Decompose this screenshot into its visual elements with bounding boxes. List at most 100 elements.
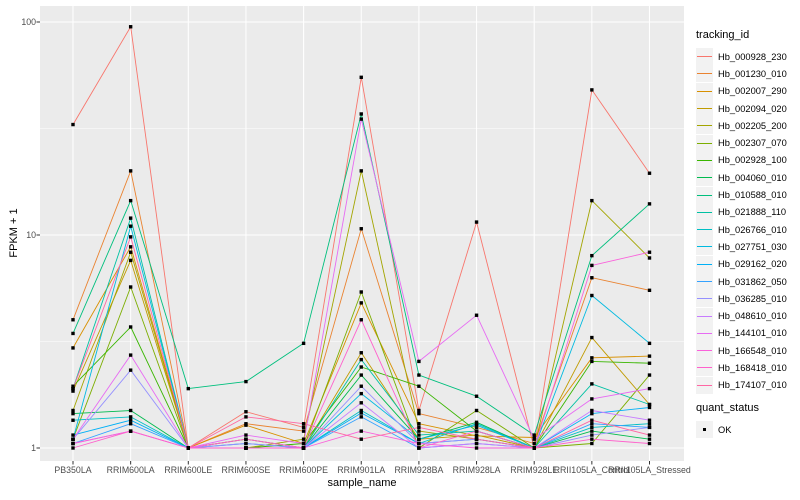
data-point-marker [590, 88, 594, 92]
data-point-marker [244, 415, 248, 419]
data-point-marker [474, 437, 479, 441]
data-point-marker [590, 433, 594, 437]
legend-key-line-icon [696, 134, 713, 152]
legend-item: Hb_144101_010 [696, 324, 800, 342]
data-point-marker [647, 256, 652, 260]
data-point-marker [128, 285, 133, 289]
series-color-line [697, 350, 712, 352]
legend-item-label: Hb_002094_020 [718, 103, 787, 114]
data-point-marker [301, 437, 306, 441]
data-point-marker [590, 382, 594, 386]
legend-key-line-icon [696, 324, 713, 342]
data-point-marker [359, 227, 363, 231]
data-point-marker [359, 318, 363, 322]
data-point-marker [417, 433, 421, 437]
data-point-marker [647, 422, 652, 426]
y-tick-label: 100 [21, 17, 36, 27]
data-point-marker [359, 290, 363, 294]
data-point-marker [244, 446, 248, 450]
data-point-marker [359, 411, 363, 415]
data-point-marker [301, 429, 306, 433]
x-tick-label: RRII105LA_Stressed [608, 465, 691, 475]
data-point-marker [128, 415, 133, 419]
data-point-marker [647, 250, 652, 254]
legend-item: Hb_026766_010 [696, 221, 800, 239]
data-point-marker [359, 437, 363, 441]
data-point-marker [417, 373, 421, 377]
legend-item-label: Hb_029162_020 [718, 259, 787, 270]
legend-item-label: Hb_002205_200 [718, 120, 787, 131]
data-point-marker [417, 441, 421, 446]
data-point-marker [590, 425, 594, 430]
legend-item: Hb_002928_100 [696, 151, 800, 169]
quant-legend-item: OK [696, 421, 800, 439]
series-color-line [697, 298, 712, 300]
legend-item: Hb_000928_230 [696, 48, 800, 66]
series-color-line [697, 263, 712, 265]
legend-item-list: Hb_000928_230 Hb_001230_010 Hb_002007_290 H… [696, 48, 800, 394]
data-point-marker [244, 433, 248, 437]
data-point-marker [359, 357, 363, 362]
legend-key-line-icon [696, 307, 713, 325]
data-point-marker [359, 301, 363, 305]
data-point-marker [359, 429, 363, 433]
data-point-marker [71, 411, 75, 416]
series-color-line [697, 281, 712, 282]
data-point-marker [590, 356, 594, 360]
data-point-marker [128, 235, 133, 239]
legend-item-label: Hb_027751_030 [718, 241, 787, 252]
data-point-marker [359, 351, 363, 355]
series-color-line [697, 177, 712, 179]
data-point-marker [128, 169, 133, 173]
x-tick-label: RRIM928LA [452, 465, 501, 475]
data-point-marker [71, 446, 75, 450]
legend-item: Hb_002094_020 [696, 100, 800, 118]
data-point-marker [71, 318, 75, 322]
data-point-marker [359, 117, 363, 121]
data-point-marker [128, 422, 133, 426]
data-point-marker [301, 341, 306, 346]
quant-item-label: OK [718, 424, 732, 435]
data-point-marker [647, 373, 652, 377]
data-point-marker [71, 386, 75, 391]
data-point-marker [359, 373, 363, 377]
data-point-marker [71, 389, 75, 393]
legend-key-line-icon [696, 221, 713, 239]
data-point-marker [417, 359, 421, 364]
legend-item-label: Hb_031862_050 [718, 276, 787, 287]
data-point-marker [590, 441, 594, 446]
legend-item: Hb_031862_050 [696, 273, 800, 290]
data-point-marker [647, 361, 652, 365]
legend-item: Hb_168418_010 [696, 359, 800, 377]
data-point-marker [186, 386, 190, 391]
data-point-marker [590, 335, 594, 340]
series-color-line [697, 211, 712, 213]
legend-key-line-icon [696, 376, 713, 394]
legend-key-line-icon [696, 117, 713, 135]
data-point-marker [647, 288, 652, 293]
legend-key-line-icon [696, 169, 713, 187]
y-tick-label: 1 [31, 443, 36, 453]
data-point-marker [647, 441, 652, 446]
legend-item: Hb_010588_010 [696, 186, 800, 204]
data-point-marker [590, 198, 594, 203]
legend-item-label: Hb_166548_010 [718, 345, 787, 356]
data-point-marker [128, 368, 133, 372]
series-color-line [697, 56, 712, 58]
data-point-marker [359, 401, 363, 405]
data-point-marker [71, 384, 75, 388]
data-point-marker [359, 112, 363, 116]
data-point-marker [417, 408, 421, 413]
legend-key-line-icon [696, 186, 713, 204]
series-color-line [697, 142, 712, 144]
y-tick-label: 10 [26, 230, 36, 240]
legend-item: Hb_036285_010 [696, 290, 800, 308]
data-point-marker [244, 441, 248, 446]
data-point-marker [532, 441, 536, 446]
x-tick-label: RRIM600LA [106, 465, 155, 475]
data-point-marker [359, 415, 363, 419]
data-point-marker [71, 331, 75, 336]
data-point-marker [474, 425, 479, 430]
data-point-marker [474, 394, 479, 398]
data-point-marker [474, 429, 479, 433]
